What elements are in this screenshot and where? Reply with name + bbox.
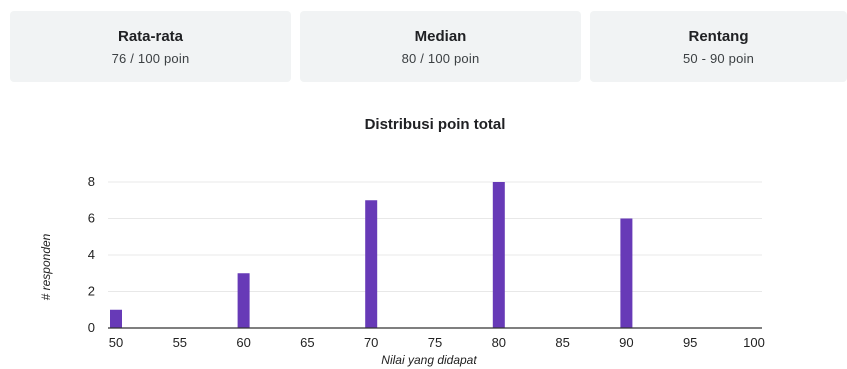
x-tick-label: 70 xyxy=(364,335,378,350)
x-tick-label: 90 xyxy=(619,335,633,350)
stat-card-median: Median 80 / 100 poin xyxy=(300,11,581,82)
bars xyxy=(110,182,633,329)
x-tick-label: 100 xyxy=(743,335,765,350)
x-tick-label: 95 xyxy=(683,335,697,350)
bar[interactable] xyxy=(110,309,122,328)
chart-title: Distribusi poin total xyxy=(364,116,506,133)
stat-average-value: 76 / 100 poin xyxy=(111,51,190,66)
y-tick-label: 2 xyxy=(88,284,95,299)
stat-range-title: Rentang xyxy=(688,28,749,45)
x-tick-label: 80 xyxy=(492,335,506,350)
x-tick-labels: 50 55 60 65 70 75 80 85 90 95 100 xyxy=(109,335,765,350)
stat-card-range: Rentang 50 - 90 poin xyxy=(590,11,847,82)
stat-range-value: 50 - 90 poin xyxy=(682,51,755,66)
stat-median-value: 80 / 100 poin xyxy=(401,51,480,66)
x-tick-label: 50 xyxy=(109,335,123,350)
stat-average-title: Rata-rata xyxy=(117,28,184,45)
y-tick-label: 0 xyxy=(88,320,95,335)
bar[interactable] xyxy=(620,218,633,329)
stat-median-title: Median xyxy=(414,28,467,45)
x-axis-label: Nilai yang didapat xyxy=(381,353,477,367)
x-tick-label: 55 xyxy=(173,335,187,350)
x-tick-label: 75 xyxy=(428,335,442,350)
stat-card-average: Rata-rata 76 / 100 poin xyxy=(10,11,291,82)
bar[interactable] xyxy=(365,200,378,328)
summary-stats: Rata-rata 76 / 100 poin Median 80 / 100 … xyxy=(10,11,847,82)
bar[interactable] xyxy=(237,273,250,328)
x-tick-label: 65 xyxy=(300,335,314,350)
y-tick-labels: 0 2 4 6 8 xyxy=(88,174,95,335)
y-axis-label: # responden xyxy=(39,233,53,300)
grid-lines xyxy=(108,181,762,292)
y-tick-label: 4 xyxy=(88,247,95,262)
y-tick-label: 8 xyxy=(88,174,95,189)
y-tick-label: 6 xyxy=(88,211,95,226)
bar[interactable] xyxy=(492,182,505,328)
x-tick-label: 60 xyxy=(236,335,250,350)
x-tick-label: 85 xyxy=(555,335,569,350)
